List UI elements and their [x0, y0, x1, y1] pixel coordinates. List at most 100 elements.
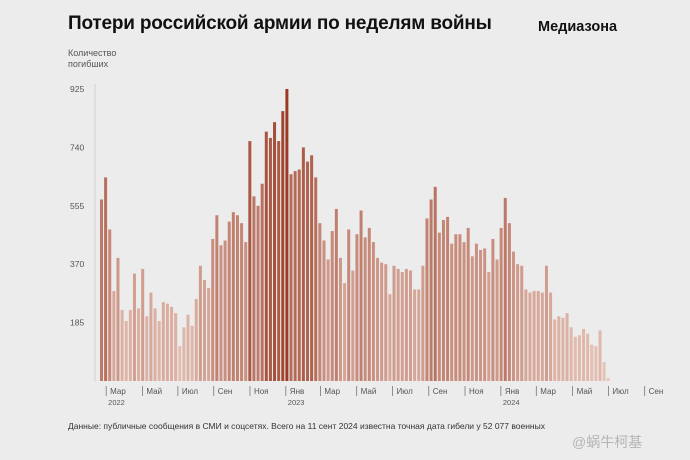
- x-tick-label-15: Июл: [612, 387, 629, 396]
- bar-week-105: [528, 292, 532, 381]
- bar-week-18: [170, 306, 174, 381]
- bar-week-20: [178, 346, 182, 381]
- bar-week-33: [231, 212, 235, 381]
- bar-week-76: [409, 270, 412, 381]
- x-tick-label-4: Сен: [218, 387, 233, 396]
- bar-week-97: [495, 259, 499, 381]
- bar-week-74: [400, 272, 404, 381]
- bar-week-102: [516, 264, 520, 381]
- x-tick-label-12: Янв: [505, 387, 519, 396]
- bar-week-44: [277, 141, 281, 381]
- bar-week-83: [437, 232, 441, 381]
- bar-week-77: [413, 289, 417, 381]
- bar-week-9: [132, 273, 136, 381]
- bar-week-88: [458, 234, 462, 381]
- bar-week-34: [235, 215, 239, 381]
- bar-week-13: [149, 292, 153, 381]
- bar-week-119: [586, 333, 590, 381]
- bar-week-5: [116, 257, 120, 381]
- bar-week-45: [281, 111, 285, 381]
- bar-week-59: [338, 257, 342, 381]
- bar-week-104: [524, 289, 528, 381]
- bar-week-72: [392, 265, 396, 381]
- bar-week-7: [124, 321, 128, 381]
- bar-week-71: [388, 294, 392, 381]
- bar-week-95: [487, 272, 491, 381]
- bar-week-25: [198, 265, 202, 381]
- bar-week-15: [157, 321, 161, 381]
- bar-week-124: [606, 377, 610, 381]
- bar-week-117: [577, 335, 581, 381]
- y-tick-label-555: 555: [70, 201, 84, 211]
- bar-week-26: [203, 279, 206, 381]
- bar-week-96: [491, 238, 495, 381]
- bar-week-107: [536, 291, 540, 381]
- x-tick-label-3: Июл: [182, 387, 199, 396]
- bar-week-81: [429, 199, 433, 381]
- bar-week-78: [417, 289, 421, 381]
- bar-week-115: [569, 327, 573, 381]
- bar-week-1: [100, 199, 103, 381]
- bar-week-40: [260, 183, 264, 381]
- x-tick-label-14: Май: [577, 387, 593, 396]
- bar-week-87: [454, 234, 458, 381]
- bar-week-24: [194, 298, 198, 381]
- x-tick-label-6: Янв: [290, 387, 304, 396]
- bar-week-68: [376, 257, 380, 381]
- bar-week-38: [252, 196, 256, 381]
- x-tick-label-2: Май: [146, 387, 162, 396]
- bar-week-16: [161, 302, 165, 381]
- x-tick-label-9: Июл: [397, 387, 414, 396]
- y-tick-label-370: 370: [70, 259, 84, 269]
- bar-week-92: [474, 243, 478, 381]
- x-tick-label-11: Ноя: [469, 387, 484, 396]
- x-tick-label-5: Ноя: [254, 387, 269, 396]
- bar-week-103: [520, 265, 524, 381]
- bar-week-84: [441, 220, 445, 381]
- bar-week-110: [549, 292, 553, 381]
- bar-week-85: [446, 216, 450, 381]
- bar-week-2: [104, 177, 108, 381]
- bar-week-22: [186, 314, 190, 381]
- bar-week-8: [128, 309, 132, 381]
- y-tick-label-740: 740: [70, 142, 84, 152]
- bar-week-64: [359, 210, 363, 381]
- bar-week-42: [268, 137, 272, 381]
- bar-week-80: [425, 218, 429, 381]
- brand-logo: Медиазона: [538, 19, 618, 35]
- y-tick-label-925: 925: [70, 84, 84, 94]
- y-axis-label: Количество погибших: [68, 48, 117, 69]
- bar-week-70: [384, 264, 388, 381]
- bar-week-98: [499, 227, 503, 381]
- bar-week-12: [145, 316, 149, 381]
- bar-week-86: [450, 243, 454, 381]
- bar-week-106: [532, 291, 536, 381]
- bar-week-3: [108, 229, 112, 381]
- bar-week-50: [301, 147, 305, 381]
- bar-week-51: [306, 161, 309, 381]
- bar-week-57: [330, 231, 334, 381]
- page-title: Потери российской армии по неделям войны: [68, 13, 492, 34]
- bar-week-65: [363, 237, 367, 381]
- x-tick-label-16: Сен: [649, 387, 664, 396]
- x-tick-label-8: Май: [361, 387, 377, 396]
- bar-week-93: [479, 249, 483, 381]
- bar-week-75: [404, 268, 408, 381]
- bar-week-120: [590, 344, 594, 381]
- source-footnote: Данные: публичные сообщения в СМИ и соцс…: [68, 421, 545, 431]
- bar-week-19: [174, 313, 178, 381]
- x-tick-label-7: Мар: [324, 387, 340, 396]
- bar-week-32: [227, 221, 231, 381]
- bar-week-73: [396, 268, 400, 381]
- bar-week-63: [355, 234, 359, 381]
- bar-week-11: [141, 268, 145, 381]
- bar-week-79: [421, 265, 425, 381]
- bar-week-94: [483, 248, 487, 381]
- bar-week-52: [310, 155, 314, 381]
- bar-week-17: [165, 303, 169, 381]
- bar-week-55: [322, 240, 326, 381]
- bar-week-56: [326, 259, 330, 381]
- bar-week-21: [182, 327, 186, 381]
- bar-week-48: [293, 171, 297, 381]
